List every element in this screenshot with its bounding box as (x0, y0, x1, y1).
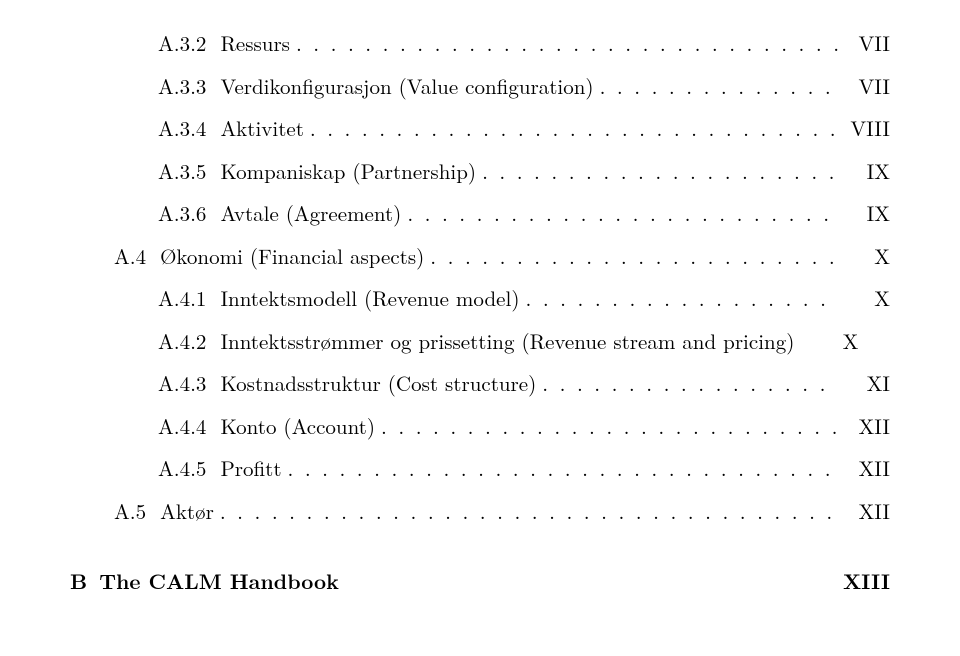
toc-entry: A.4.3 Kostnadsstruktur (Cost structure) … (158, 372, 890, 394)
toc-title: Inntektsstrømmer og prissetting (Revenue… (220, 330, 794, 352)
toc-number: A.5 (114, 500, 146, 522)
toc-leader-dots (600, 75, 838, 97)
toc-number: A.4.1 (158, 287, 206, 309)
toc-title: Konto (Account) (220, 415, 375, 437)
toc-title: Avtale (Agreement) (220, 202, 401, 224)
toc-title: Kompaniskap (Partnership) (220, 160, 476, 182)
toc-page-number: VII (844, 75, 890, 97)
toc-page-number: IX (844, 160, 890, 182)
toc-leader-dots (381, 415, 838, 437)
toc-page-number: VIII (844, 117, 890, 139)
appendix-heading: B The CALM Handbook XIII (70, 566, 890, 596)
toc-page-number: X (812, 330, 858, 352)
toc-leader-dots (430, 245, 838, 267)
toc-page-number: XII (844, 415, 890, 437)
toc-number: A.3.2 (158, 32, 206, 54)
toc-number: A.3.6 (158, 202, 206, 224)
toc-number: A.4.2 (158, 330, 206, 352)
toc-entry: A.4.2 Inntektsstrømmer og prissetting (R… (158, 330, 890, 352)
toc-entry: A.3.4 Aktivitet VIII (158, 117, 890, 139)
toc-leader-dots (482, 160, 838, 182)
toc-page-number: VII (844, 32, 890, 54)
toc-page-number: X (844, 287, 890, 309)
toc-leader-dots (296, 32, 838, 54)
toc-page-number: XII (844, 500, 890, 522)
toc-title: Aktør (160, 500, 214, 522)
toc-number: A.4.4 (158, 415, 206, 437)
toc-number: A.4.3 (158, 372, 206, 394)
toc-number: A.3.3 (158, 75, 206, 97)
toc-page-number: XII (844, 457, 890, 479)
toc-leader-dots (287, 457, 838, 479)
toc-page: A.3.2 Ressurs VII A.3.3 Verdikonfigurasj… (0, 0, 960, 596)
toc-leader-dots (310, 117, 838, 139)
toc-entry: A.3.6 Avtale (Agreement) IX (158, 202, 890, 224)
toc-page-number: IX (844, 202, 890, 224)
appendix-title: The CALM Handbook (99, 566, 339, 596)
toc-leader-dots (220, 500, 838, 522)
toc-entry: A.4 Økonomi (Financial aspects) X (114, 245, 890, 267)
toc-title: Ressurs (220, 32, 290, 54)
toc-number: A.4 (114, 245, 146, 267)
toc-title: Inntektsmodell (Revenue model) (220, 287, 519, 309)
toc-entry: A.3.3 Verdikonfigurasjon (Value configur… (158, 75, 890, 97)
toc-title: Økonomi (Financial aspects) (160, 245, 424, 267)
toc-entry: A.3.2 Ressurs VII (158, 32, 890, 54)
toc-leader-dots (542, 372, 838, 394)
toc-leader-dots (526, 287, 839, 309)
toc-entry: A.4.5 Profitt XII (158, 457, 890, 479)
appendix-page-number: XIII (843, 566, 890, 596)
toc-page-number: X (844, 245, 890, 267)
toc-title: Profitt (220, 457, 281, 479)
toc-leader-dots (407, 202, 838, 224)
toc-title: Aktivitet (220, 117, 303, 139)
appendix-letter: B (70, 566, 87, 596)
toc-number: A.3.5 (158, 160, 206, 182)
toc-page-number: XI (844, 372, 890, 394)
toc-number: A.4.5 (158, 457, 206, 479)
toc-entry: A.4.1 Inntektsmodell (Revenue model) X (158, 287, 890, 309)
toc-entry: A.5 Aktør XII (114, 500, 890, 522)
toc-entry: A.3.5 Kompaniskap (Partnership) IX (158, 160, 890, 182)
toc-entry: A.4.4 Konto (Account) XII (158, 415, 890, 437)
toc-number: A.3.4 (158, 117, 206, 139)
toc-title: Verdikonfigurasjon (Value configuration) (220, 75, 593, 97)
toc-title: Kostnadsstruktur (Cost structure) (220, 372, 536, 394)
